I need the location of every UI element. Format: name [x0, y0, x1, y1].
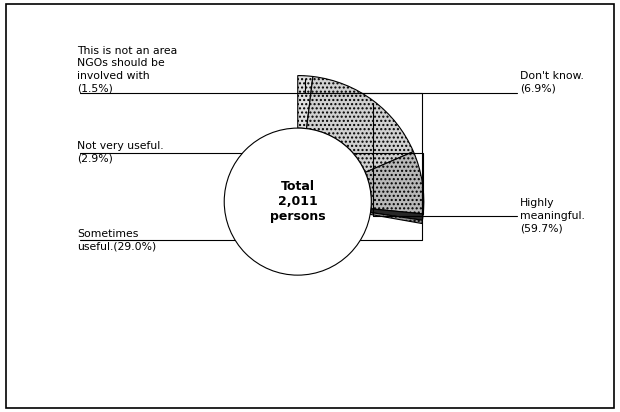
Circle shape [224, 128, 371, 275]
Wedge shape [370, 213, 422, 224]
Wedge shape [371, 209, 423, 220]
Text: This is not an area
NGOs should be
involved with
(1.5%): This is not an area NGOs should be invol… [77, 46, 177, 93]
Text: Highly
meaningful.
(59.7%): Highly meaningful. (59.7%) [520, 198, 585, 233]
Wedge shape [365, 152, 424, 214]
Text: Don't know.
(6.9%): Don't know. (6.9%) [520, 71, 584, 93]
Wedge shape [306, 77, 414, 173]
Text: Total
2,011
persons: Total 2,011 persons [270, 180, 326, 223]
Text: Not very useful.
(2.9%): Not very useful. (2.9%) [77, 141, 164, 164]
Text: Sometimes
useful.(29.0%): Sometimes useful.(29.0%) [77, 229, 156, 251]
Wedge shape [298, 75, 313, 129]
